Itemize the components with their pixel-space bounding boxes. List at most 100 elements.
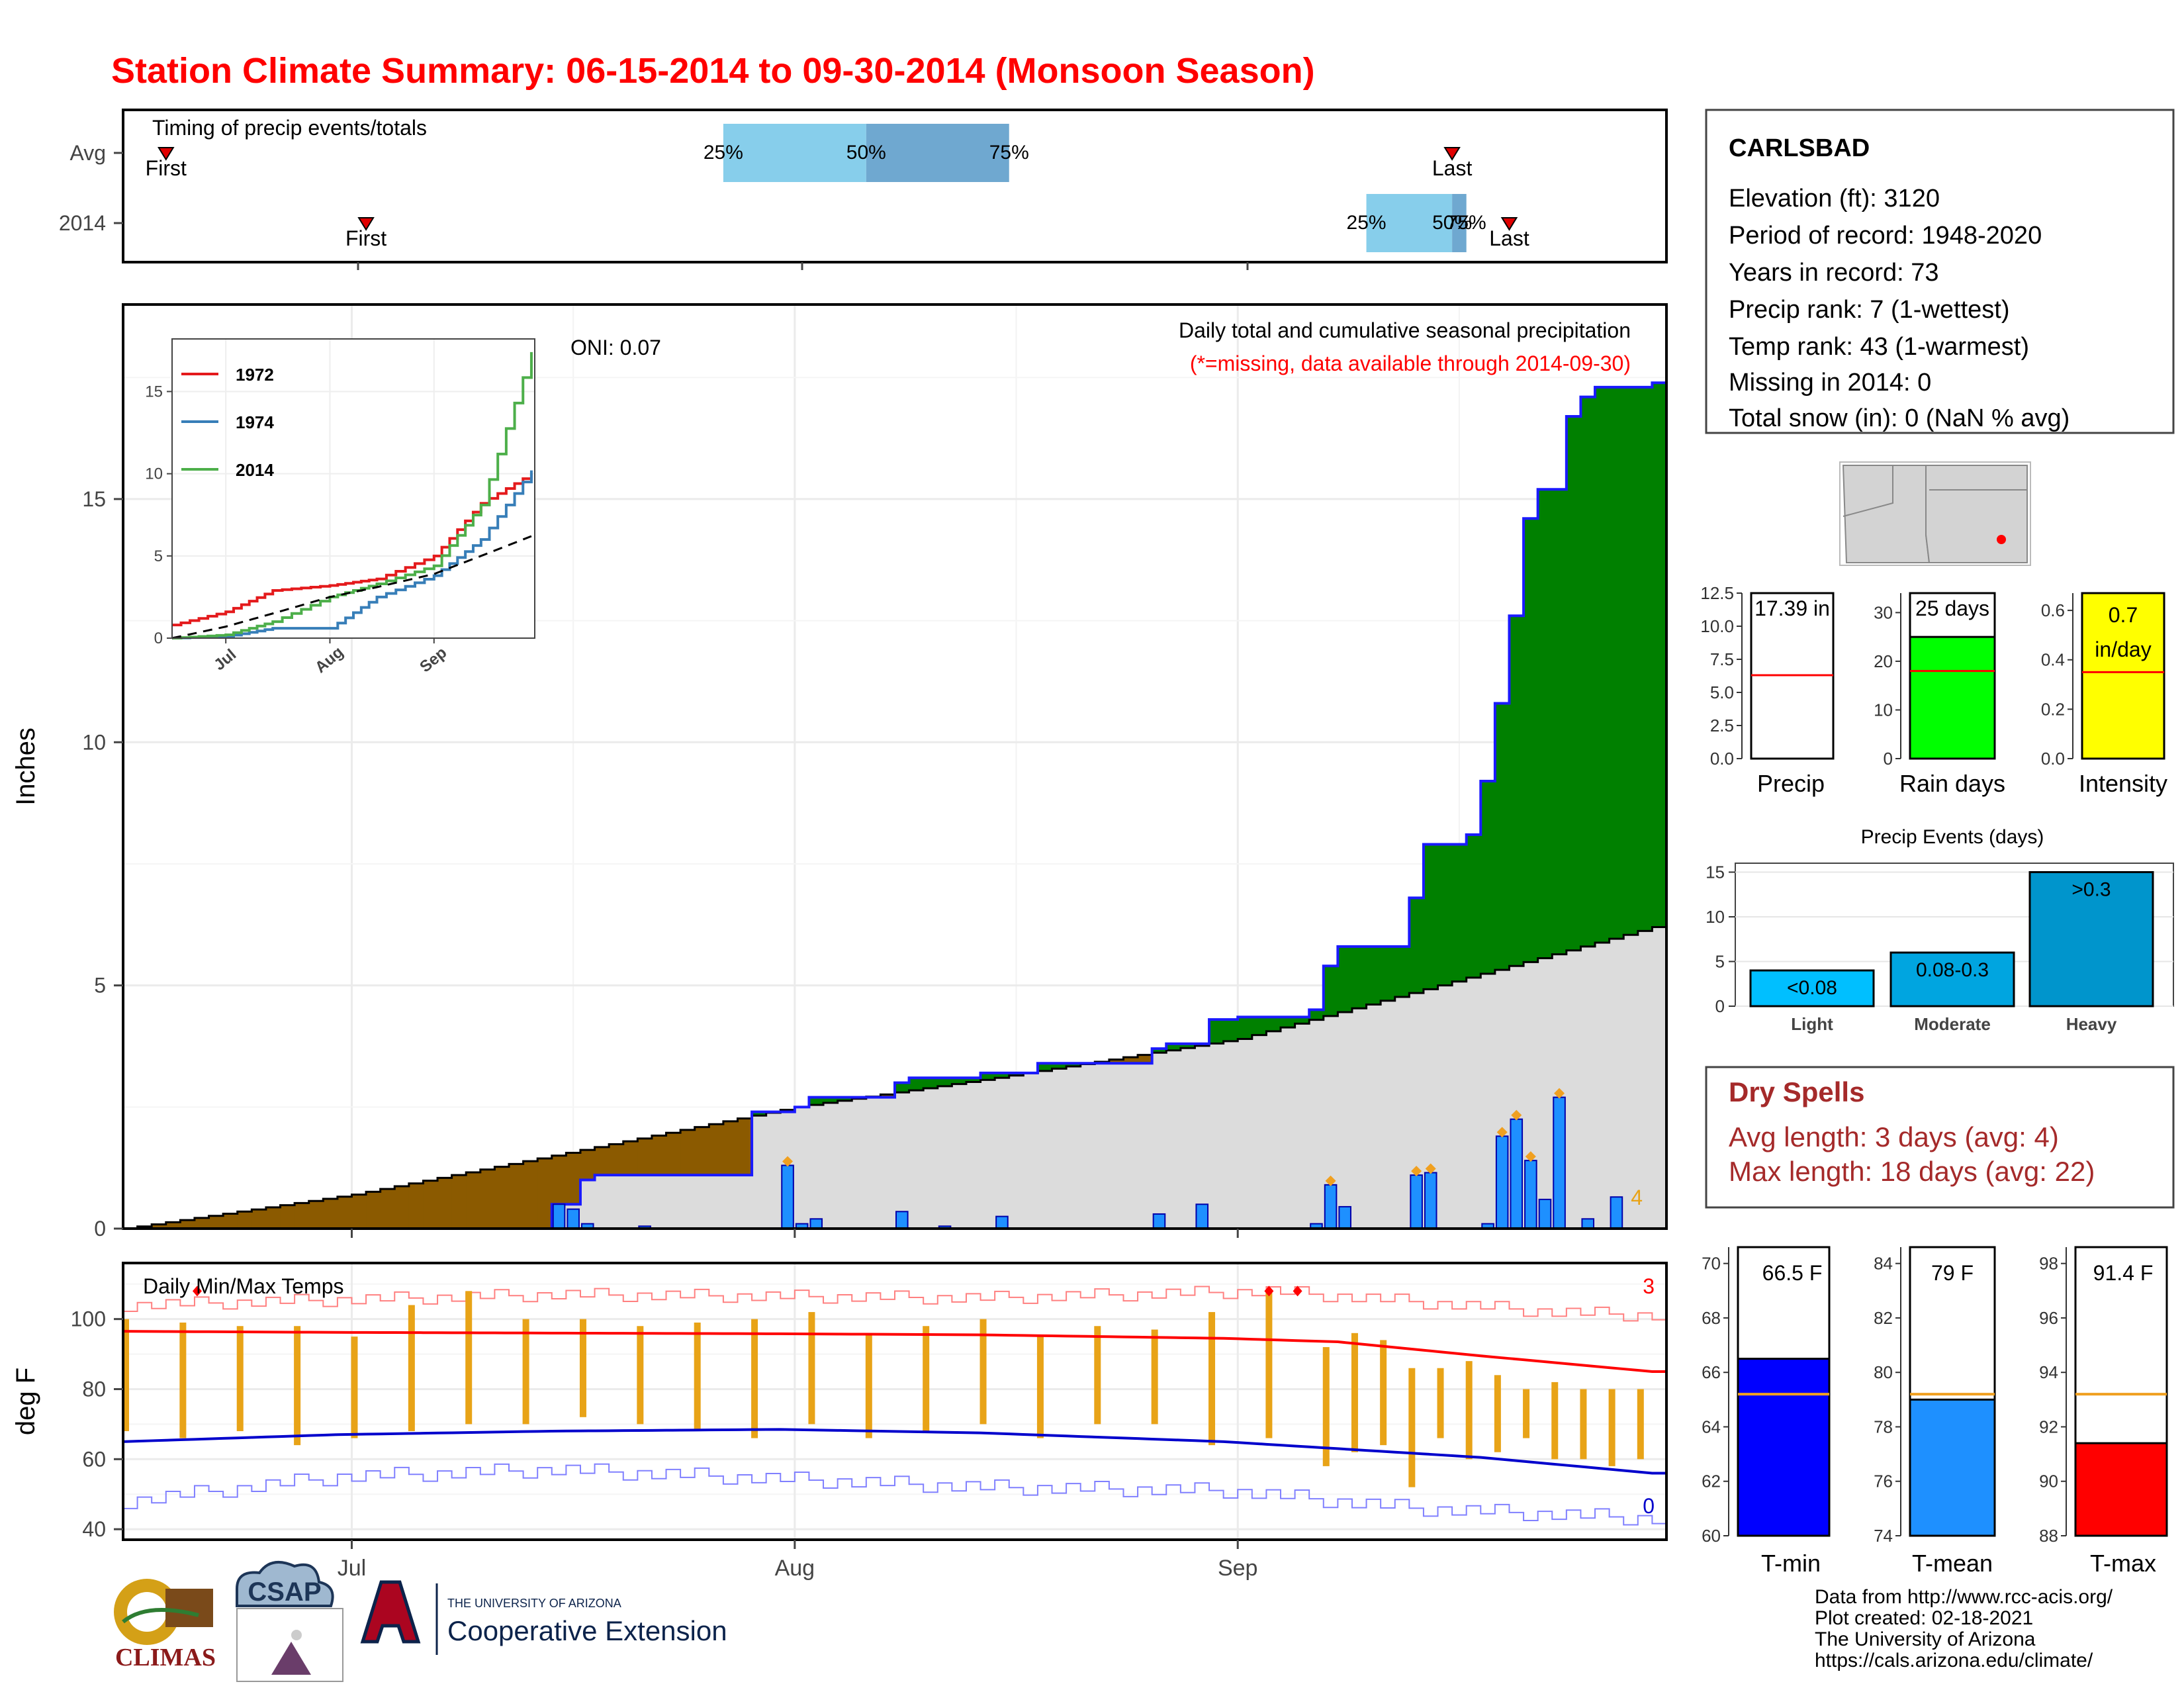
record-low-count: 0 xyxy=(1643,1494,1655,1518)
above-normal-fill xyxy=(980,1072,995,1080)
daily-precip-bar xyxy=(1152,1213,1166,1229)
dry-spells-box: Dry Spells Avg length: 3 days (avg: 4) M… xyxy=(1705,1066,2175,1209)
normal-fill xyxy=(1266,1031,1281,1229)
locator-map xyxy=(1839,461,2031,566)
temp-summary-tick-label: 96 xyxy=(2039,1308,2058,1328)
normal-fill xyxy=(1623,935,1639,1229)
normal-fill xyxy=(766,1112,781,1229)
oni-value: ONI: 0.07 xyxy=(570,336,661,359)
inset-series-1974 xyxy=(172,470,533,639)
daily-temp-range-bar xyxy=(236,1326,244,1431)
first-event-marker xyxy=(157,147,175,161)
timing-p50-label: 50% xyxy=(846,142,886,164)
below-normal-fill xyxy=(494,1166,510,1229)
daily-precip-bar xyxy=(1538,1198,1552,1229)
above-normal-fill xyxy=(1509,616,1524,966)
intensity-bar-value-1: 0.7 xyxy=(2109,603,2138,627)
below-normal-fill xyxy=(366,1192,381,1229)
temp-plot xyxy=(122,1286,1666,1526)
normal-fill xyxy=(709,1175,724,1229)
below-normal-fill xyxy=(251,1209,267,1229)
above-normal-fill xyxy=(1066,1063,1081,1066)
normal-fill xyxy=(1323,1015,1338,1229)
temp-summary-tick-label: 82 xyxy=(1874,1308,1893,1328)
station-location-marker xyxy=(1997,535,2006,544)
above-normal-fill xyxy=(1295,1017,1310,1024)
csap-logo-text: CSAP xyxy=(248,1577,321,1607)
normal-fill xyxy=(1537,958,1553,1229)
temp-x-ticks: Jul Aug Sep xyxy=(338,1229,1257,1581)
inset-y-tick-label: 0 xyxy=(154,630,163,647)
normal-fill xyxy=(1566,950,1581,1229)
inset-legend-1972: 1972 xyxy=(236,365,274,385)
normal-fill xyxy=(1080,1064,1095,1229)
daily-precip-bar xyxy=(1324,1184,1338,1229)
above-normal-fill xyxy=(1609,387,1624,939)
above-normal-fill xyxy=(809,1097,824,1105)
normal-fill xyxy=(1066,1066,1081,1229)
daily-temp-range-bar xyxy=(1322,1346,1330,1466)
above-normal-fill xyxy=(1494,703,1510,970)
heavy-event-marker xyxy=(1554,1088,1565,1099)
summary-tick-label: 0.2 xyxy=(2041,699,2065,719)
normal-fill xyxy=(909,1090,924,1229)
timing-p25-label: 25% xyxy=(1347,212,1387,234)
daily-precip-bar xyxy=(995,1215,1009,1230)
daily-precip-bar xyxy=(895,1211,909,1229)
normal-min-line xyxy=(122,1428,1666,1475)
precip-event-bar xyxy=(1889,951,2015,1008)
below-normal-fill xyxy=(223,1213,238,1229)
below-normal-fill xyxy=(551,1155,567,1205)
normal-fill xyxy=(1394,996,1410,1229)
normal-fill xyxy=(1209,1043,1224,1229)
daily-temp-range-bar xyxy=(465,1291,473,1425)
temp-x-tick-label: Aug xyxy=(775,1556,815,1581)
daily-temp-range-bar xyxy=(865,1333,872,1438)
daily-temp-range-bar xyxy=(694,1322,701,1431)
normal-fill xyxy=(623,1175,638,1229)
tmin-bar-label: T-min xyxy=(1761,1550,1821,1577)
above-normal-fill xyxy=(1251,1017,1267,1035)
normal-fill xyxy=(880,1097,895,1229)
below-normal-fill xyxy=(594,1147,610,1176)
temp-summary-bar-value xyxy=(1737,1358,1831,1537)
normal-fill xyxy=(1609,939,1624,1229)
above-normal-fill xyxy=(752,1111,767,1116)
above-normal-fill xyxy=(995,1072,1010,1078)
precip-bar-value: 17.39 in xyxy=(1754,596,1830,620)
credit-plot-created: Plot created: 02-18-2021 xyxy=(1815,1607,2033,1629)
above-normal-fill xyxy=(1452,844,1467,982)
daily-temp-range-bar xyxy=(923,1326,930,1431)
normal-fill xyxy=(1437,985,1453,1229)
daily-precip-bar xyxy=(1553,1096,1566,1230)
normal-fill xyxy=(1152,1053,1167,1229)
above-normal-fill xyxy=(1409,898,1424,994)
temp-bar-labels: T-min T-mean T-max 66.5 F 79 F 91.4 F xyxy=(1761,1261,2156,1577)
normal-fill xyxy=(1180,1048,1195,1229)
above-normal-fill xyxy=(1281,1017,1296,1028)
precip-event-bar-label: >0.3 xyxy=(2071,879,2111,901)
below-normal-fill xyxy=(165,1222,181,1229)
summary-tick-label: 0.0 xyxy=(2041,749,2065,769)
temp-y-tick-label: 80 xyxy=(82,1377,106,1401)
normal-fill xyxy=(966,1082,981,1229)
precip-header-note: (*=missing, data available through 2014-… xyxy=(1190,352,1631,375)
intensity-bar-value-2: in/day xyxy=(2095,637,2151,661)
below-normal-fill xyxy=(480,1169,495,1229)
normal-fill xyxy=(694,1175,709,1229)
summary-tick-label: 30 xyxy=(1874,602,1893,622)
daily-temp-range-bar xyxy=(351,1336,358,1438)
daily-precip-bar xyxy=(1195,1203,1209,1230)
timing-row-2014-label: 2014 xyxy=(59,211,106,235)
above-normal-fill xyxy=(1437,844,1453,986)
summary-bar-value xyxy=(1909,635,1996,760)
daily-temp-range-bar xyxy=(808,1312,815,1425)
daily-precip-bar xyxy=(1510,1118,1524,1229)
y-tick-label: 0 xyxy=(94,1217,106,1241)
csap-logo: CSAP xyxy=(236,1561,343,1682)
summary-tick-label: 2.5 xyxy=(1710,716,1734,735)
raindays-bar-label: Rain days xyxy=(1899,770,2005,797)
summary-tick-label: 20 xyxy=(1874,651,1893,671)
temp-summary-tick-label: 94 xyxy=(2039,1362,2058,1382)
daily-temp-range-bar xyxy=(1465,1361,1473,1460)
